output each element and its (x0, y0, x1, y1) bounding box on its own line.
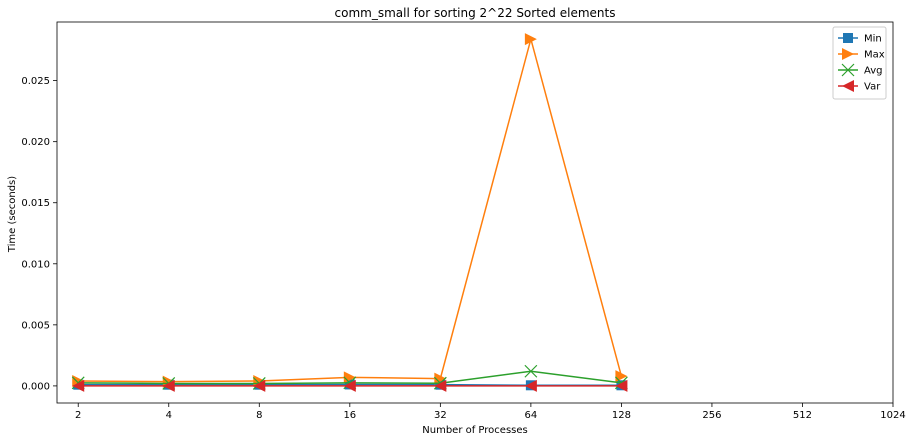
y-axis-label: Time (seconds) (7, 176, 18, 253)
legend-marker-min (843, 33, 853, 43)
x-tick-label: 4 (166, 410, 172, 421)
data-point-var (434, 379, 447, 392)
y-tick-label: 0.010 (21, 259, 50, 270)
x-tick-label: 2 (75, 410, 81, 421)
x-tick-label: 32 (434, 410, 447, 421)
legend-label-max: Max (864, 50, 885, 61)
x-tick-label: 128 (612, 410, 631, 421)
legend-item-var: Var (838, 80, 881, 93)
x-tick-label: 8 (256, 410, 262, 421)
y-tick-label: 0.015 (21, 198, 50, 209)
legend-item-min: Min (838, 33, 882, 45)
x-tick-label: 1024 (880, 410, 905, 421)
series-var (72, 379, 628, 392)
data-point-max (524, 33, 537, 46)
data-point-max (434, 372, 447, 385)
x-tick-label: 16 (343, 410, 356, 421)
legend-marker-var (842, 80, 854, 92)
data-point-avg (524, 364, 538, 378)
x-tick-label: 512 (793, 410, 812, 421)
series-group (71, 33, 628, 392)
chart-title: comm_small for sorting 2^22 Sorted eleme… (335, 6, 616, 20)
data-point-max (72, 375, 85, 388)
axes: 2 4 8 16 32 64 128 256 512 1024 0.000 0.005 0.010 0.0… (21, 21, 906, 421)
legend-label-var: Var (864, 82, 881, 93)
legend-box (832, 26, 887, 100)
legend-marker-max (842, 48, 854, 60)
legend-item-max: Max (838, 48, 885, 61)
data-point-var (615, 379, 628, 392)
legend-label-min: Min (864, 34, 882, 45)
legend: Min Max Avg Var (832, 26, 887, 100)
data-point-var (72, 379, 85, 392)
y-tick-label: 0.005 (21, 320, 50, 331)
data-point-var (343, 379, 356, 392)
x-tick-label: 256 (702, 410, 721, 421)
data-point-var (253, 379, 266, 392)
y-tick-label: 0.000 (21, 381, 50, 392)
y-tick-label: 0.025 (21, 76, 50, 87)
legend-item-avg: Avg (838, 63, 883, 77)
x-axis-label: Number of Processes (422, 425, 527, 436)
legend-label-avg: Avg (864, 66, 883, 77)
y-tick-label: 0.020 (21, 137, 50, 148)
legend-marker-avg (841, 63, 855, 77)
data-point-var (524, 379, 537, 392)
plot-frame (56, 21, 894, 404)
data-point-var (162, 379, 175, 392)
x-tick-label: 64 (525, 410, 538, 421)
